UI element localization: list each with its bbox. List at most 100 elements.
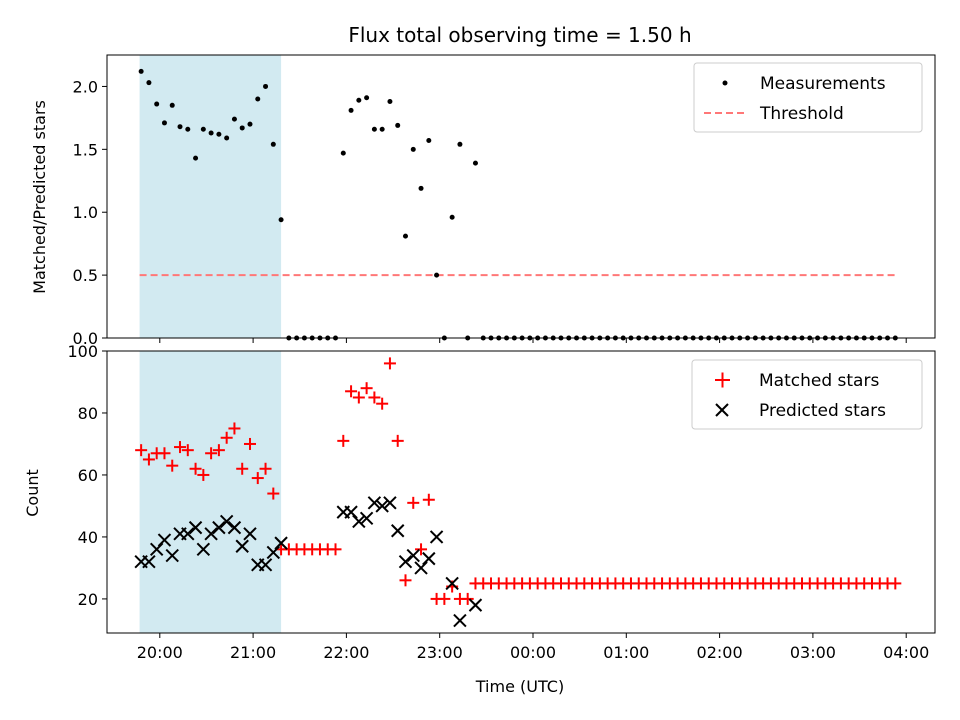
measurement-point (410, 146, 416, 152)
matched-star-point (197, 468, 210, 481)
top-y-tick-label: 0.5 (73, 266, 98, 285)
measurement-point (371, 126, 377, 132)
matched-star-point (243, 437, 256, 450)
bottom-y-tick-label: 80 (78, 404, 98, 423)
predicted-star-point (181, 527, 195, 541)
predicted-star-point (344, 505, 358, 519)
x-tick-label: 21:00 (230, 643, 276, 662)
predicted-star-point (227, 520, 242, 535)
x-tick-label: 00:00 (510, 643, 556, 662)
top-panel: 0.00.51.01.52.0 Matched/Predicted stars … (30, 54, 936, 348)
measurement-point (434, 272, 440, 278)
bottom-legend: Matched stars Predicted stars (691, 359, 923, 430)
measurement-point (418, 185, 424, 191)
measurement-point (449, 214, 455, 220)
measurement-point (216, 131, 222, 137)
predicted-star-point (352, 514, 366, 529)
predicted-star-point (188, 520, 203, 535)
matched-star-point (158, 447, 171, 460)
predicted-star-point (359, 511, 374, 526)
measurement-point (161, 120, 167, 126)
predicted-star-point (391, 524, 405, 538)
matched-star-point (391, 434, 404, 447)
predicted-star-point (383, 496, 397, 510)
measurement-points (138, 68, 898, 341)
measurement-point (278, 217, 284, 223)
matched-star-point (166, 459, 179, 472)
x-tick-label: 20:00 (137, 643, 183, 662)
predicted-star-point (258, 558, 273, 572)
bottom-axes-frame (106, 350, 936, 634)
predicted-stars-points (134, 496, 483, 628)
measurement-point (402, 233, 408, 239)
top-legend-box (693, 62, 923, 133)
measurement-point (138, 68, 144, 74)
measurement-point (340, 150, 346, 156)
legend-measurements-label: Measurements (760, 74, 886, 94)
predicted-star-point (157, 533, 172, 547)
predicted-star-point (204, 527, 218, 541)
matched-star-point (399, 574, 412, 587)
matched-star-point (174, 441, 187, 454)
matched-star-point (228, 422, 241, 435)
matched-star-point (368, 391, 381, 404)
matched-star-point (345, 385, 358, 398)
measurement-point (426, 138, 432, 144)
legend-matched-marker (715, 372, 730, 388)
predicted-star-point (196, 542, 211, 557)
chart-title: Flux total observing time = 1.50 h (348, 23, 691, 47)
measurement-point (239, 125, 245, 131)
measurement-point (472, 160, 478, 166)
measurement-point (270, 141, 276, 147)
matched-star-point (212, 444, 225, 457)
measurement-point (185, 126, 191, 132)
legend-predicted-marker (715, 403, 729, 417)
measurement-point (395, 122, 401, 128)
bottom-shaded-interval (139, 351, 282, 633)
bottom-x-ticks: 20:00 21:00 22:00 23:00 00:00 01:00 02:00 03:00… (137, 633, 929, 662)
matched-star-point (422, 493, 435, 506)
matched-star-point (236, 462, 249, 475)
top-y-ticks: 0.0 0.5 1.0 1.5 2.0 (73, 77, 107, 348)
measurement-point (193, 155, 199, 161)
measurement-point (356, 97, 362, 103)
predicted-star-point (375, 499, 389, 513)
predicted-star-point (274, 536, 288, 550)
top-axes-frame (106, 54, 936, 339)
bottom-y-ticks: 20 40 60 80 100 (67, 342, 107, 609)
measurement-point (154, 101, 160, 107)
matched-star-point (220, 431, 233, 444)
measurement-point (263, 83, 269, 89)
measurement-point (364, 95, 370, 101)
legend-threshold-label: Threshold (759, 104, 844, 124)
matched-star-point (376, 397, 389, 410)
measurement-point (387, 99, 393, 105)
matched-star-point (383, 357, 396, 370)
predicted-star-point (453, 613, 467, 628)
predicted-star-point (165, 548, 179, 563)
matched-star-point (461, 592, 474, 605)
matched-star-point (267, 487, 280, 500)
bottom-legend-box (691, 359, 923, 430)
top-y-tick-label: 1.0 (73, 203, 98, 222)
x-tick-label: 23:00 (417, 643, 463, 662)
matched-star-point (352, 391, 365, 404)
bottom-y-label: Count (23, 469, 42, 517)
legend-matched-label: Matched stars (759, 371, 879, 391)
predicted-star-point (149, 542, 164, 557)
bottom-y-tick-label: 100 (67, 342, 98, 361)
matched-star-point (135, 444, 148, 457)
top-y-tick-label: 0.0 (73, 329, 98, 348)
x-axis-label: Time (UTC) (475, 677, 564, 696)
predicted-star-point (445, 576, 459, 591)
measurement-point (379, 126, 385, 132)
measurement-point (348, 107, 354, 113)
predicted-star-point (398, 555, 413, 569)
predicted-star-point (406, 548, 420, 563)
x-tick-label: 01:00 (603, 643, 649, 662)
predicted-star-point (235, 539, 249, 553)
x-tick-label: 02:00 (697, 643, 743, 662)
top-y-label: Matched/Predicted stars (30, 100, 49, 294)
measurement-point (146, 80, 152, 86)
